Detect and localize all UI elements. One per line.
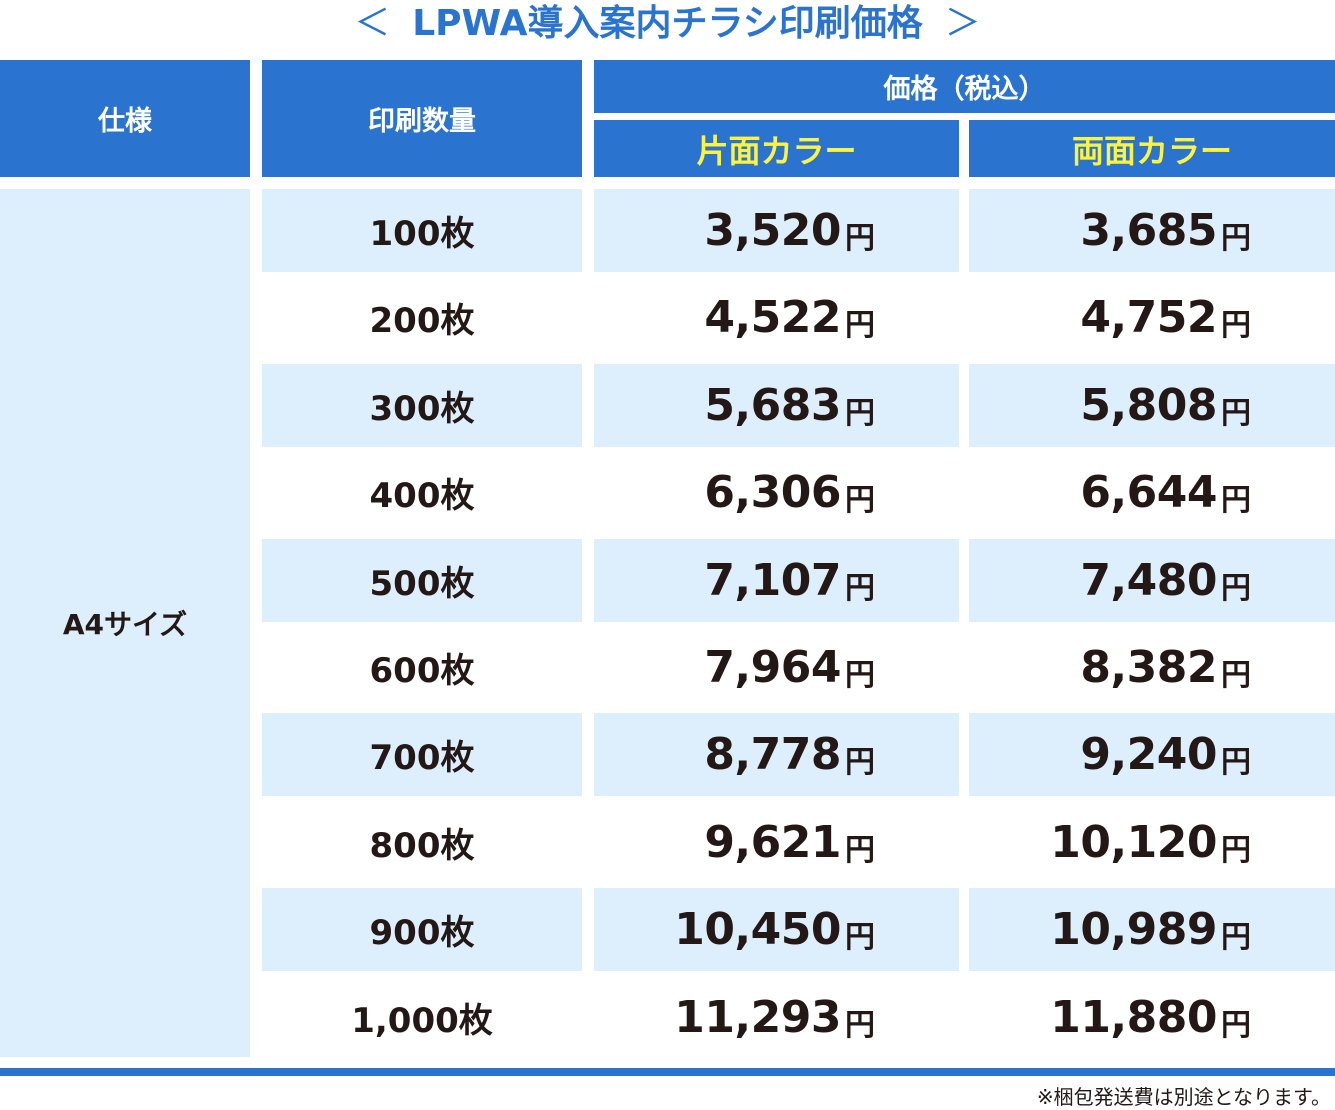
quantity-cell: 200枚 <box>369 301 475 341</box>
price-value: 11,880 <box>1050 992 1217 1043</box>
currency-unit: 円 <box>845 395 875 431</box>
single-color-price-cell: 3,520 円 <box>594 189 959 272</box>
quantity-cell: 400枚 <box>369 476 475 516</box>
title-open-bracket: ＜ <box>354 3 391 44</box>
price-value: 6,644 <box>1080 467 1217 518</box>
price-value: 10,989 <box>1050 904 1217 955</box>
currency-unit: 円 <box>845 657 875 693</box>
price-value: 7,107 <box>704 555 841 606</box>
currency-unit: 円 <box>845 220 875 256</box>
currency-unit: 円 <box>845 832 875 868</box>
double-color-price-cell: 3,685 円 <box>969 189 1335 272</box>
price-value: 10,120 <box>1050 817 1217 868</box>
currency-unit: 円 <box>1221 1007 1251 1043</box>
price-value: 6,306 <box>704 467 841 518</box>
currency-unit: 円 <box>1221 220 1251 256</box>
title-text: LPWA導入案内チラシ印刷価格 <box>412 3 923 44</box>
price-value: 10,450 <box>674 904 841 955</box>
header-single-color: 片面カラー <box>594 120 959 177</box>
double-color-price-cell: 4,752 円 <box>969 276 1335 359</box>
single-color-price-cell: 7,964 円 <box>594 626 959 709</box>
double-color-price-cell: 7,480 円 <box>969 539 1335 622</box>
price-value: 5,808 <box>1080 380 1217 431</box>
currency-unit: 円 <box>1221 570 1251 606</box>
spec-cell: A4サイズ <box>0 189 250 1057</box>
currency-unit: 円 <box>845 1007 875 1043</box>
currency-unit: 円 <box>1221 395 1251 431</box>
footnote: ※梱包発送費は別途となります。 <box>1036 1085 1331 1109</box>
price-value: 8,382 <box>1080 642 1217 693</box>
currency-unit: 円 <box>1221 657 1251 693</box>
currency-unit: 円 <box>1221 832 1251 868</box>
header-double-color: 両面カラー <box>969 120 1335 177</box>
price-value: 11,293 <box>674 992 841 1043</box>
double-color-price-cell: 10,989 円 <box>969 888 1335 971</box>
single-color-price-cell: 6,306 円 <box>594 451 959 534</box>
title-close-bracket: ＞ <box>944 3 981 44</box>
single-color-price-cell: 7,107 円 <box>594 539 959 622</box>
currency-unit: 円 <box>1221 482 1251 518</box>
currency-unit: 円 <box>1221 919 1251 955</box>
price-value: 8,778 <box>704 729 841 780</box>
price-value: 3,520 <box>704 205 841 256</box>
bottom-divider <box>0 1068 1335 1076</box>
currency-unit: 円 <box>845 570 875 606</box>
currency-unit: 円 <box>845 482 875 518</box>
quantity-cell: 700枚 <box>262 713 582 796</box>
price-value: 9,621 <box>704 817 841 868</box>
quantity-cell: 900枚 <box>262 888 582 971</box>
single-color-price-cell: 11,293 円 <box>594 976 959 1059</box>
price-value: 3,685 <box>1080 205 1217 256</box>
price-value: 7,964 <box>704 642 841 693</box>
currency-unit: 円 <box>845 744 875 780</box>
double-color-price-cell: 11,880 円 <box>969 976 1335 1059</box>
currency-unit: 円 <box>845 307 875 343</box>
quantity-cell: 1,000枚 <box>351 1001 493 1041</box>
single-color-price-cell: 4,522 円 <box>594 276 959 359</box>
double-color-price-cell: 10,120 円 <box>969 801 1335 884</box>
header-quantity: 印刷数量 <box>262 60 582 177</box>
price-value: 9,240 <box>1080 729 1217 780</box>
header-price: 価格（税込） <box>594 60 1335 113</box>
double-color-price-cell: 9,240 円 <box>969 713 1335 796</box>
currency-unit: 円 <box>1221 744 1251 780</box>
quantity-cell: 500枚 <box>262 539 582 622</box>
currency-unit: 円 <box>845 919 875 955</box>
quantity-cell: 800枚 <box>369 826 475 866</box>
price-value: 7,480 <box>1080 555 1217 606</box>
header-spec: 仕様 <box>0 60 250 177</box>
single-color-price-cell: 5,683 円 <box>594 364 959 447</box>
price-value: 4,522 <box>704 292 841 343</box>
quantity-cell: 600枚 <box>369 651 475 691</box>
currency-unit: 円 <box>1221 307 1251 343</box>
quantity-cell: 100枚 <box>262 189 582 272</box>
price-value: 5,683 <box>704 380 841 431</box>
double-color-price-cell: 6,644 円 <box>969 451 1335 534</box>
double-color-price-cell: 8,382 円 <box>969 626 1335 709</box>
page-title: ＜ LPWA導入案内チラシ印刷価格 ＞ <box>0 0 1335 48</box>
single-color-price-cell: 10,450 円 <box>594 888 959 971</box>
quantity-cell: 300枚 <box>262 364 582 447</box>
single-color-price-cell: 8,778 円 <box>594 713 959 796</box>
single-color-price-cell: 9,621 円 <box>594 801 959 884</box>
price-value: 4,752 <box>1080 292 1217 343</box>
double-color-price-cell: 5,808 円 <box>969 364 1335 447</box>
